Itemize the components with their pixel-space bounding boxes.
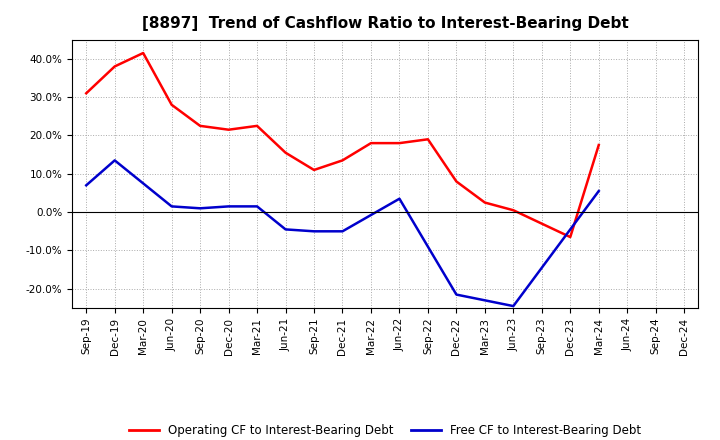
Legend: Operating CF to Interest-Bearing Debt, Free CF to Interest-Bearing Debt: Operating CF to Interest-Bearing Debt, F… (125, 419, 646, 440)
Title: [8897]  Trend of Cashflow Ratio to Interest-Bearing Debt: [8897] Trend of Cashflow Ratio to Intere… (142, 16, 629, 32)
